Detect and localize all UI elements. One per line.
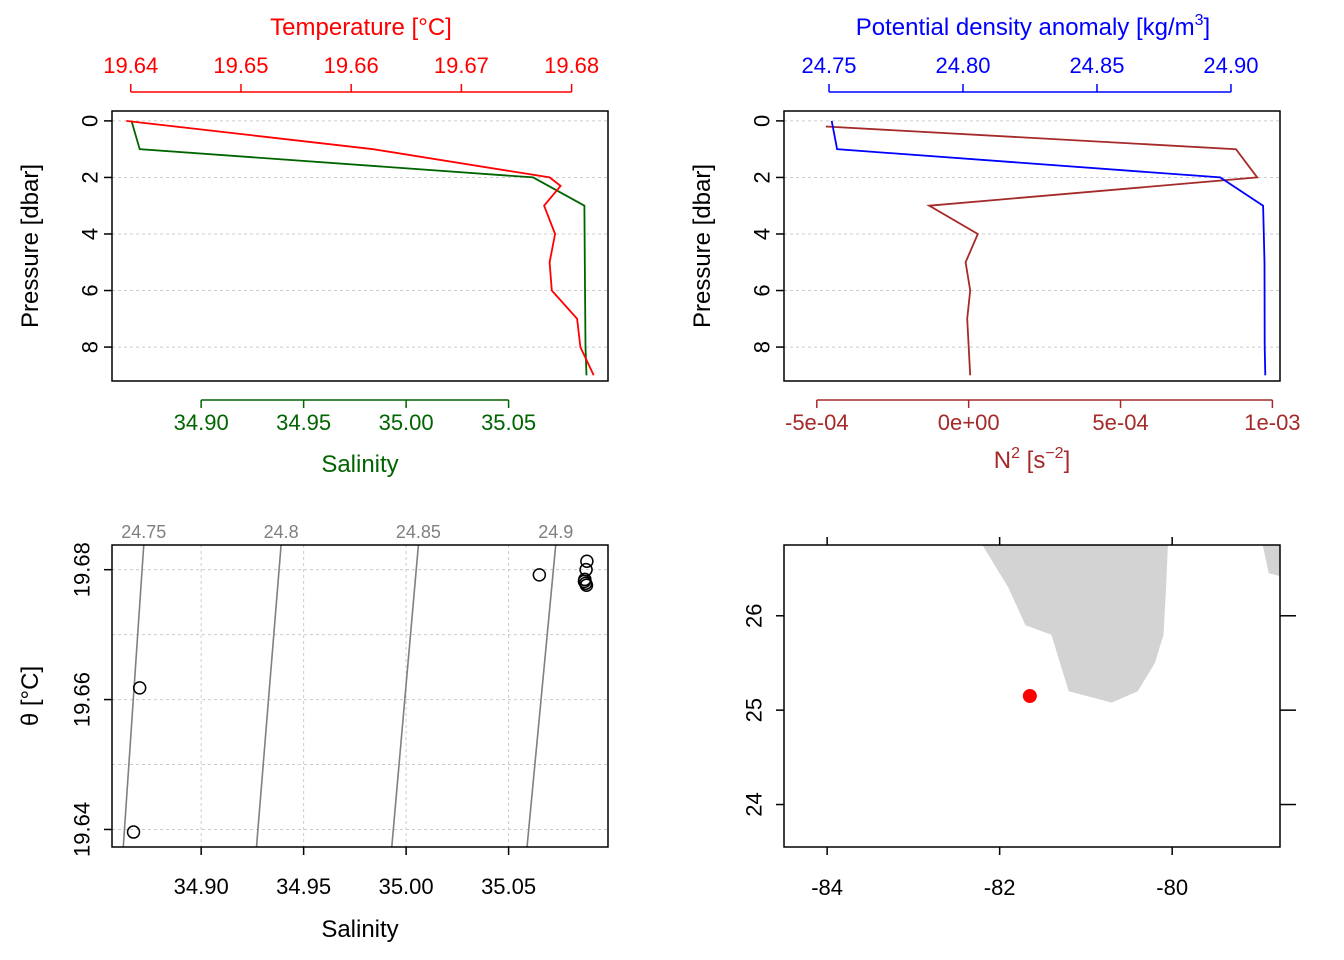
salinity-axis-title: Salinity	[321, 451, 398, 478]
p3-grid	[112, 545, 608, 847]
p4-y-tick-label: 24	[742, 792, 767, 816]
isopycnal-line	[255, 544, 282, 848]
ts-point	[532, 568, 547, 582]
panel-station-map: -84 -82 -80 24 25 26	[742, 537, 1296, 900]
ts-point	[579, 578, 594, 593]
p1-salinity-line	[130, 120, 588, 376]
p4-x-tick-label: -82	[984, 875, 1016, 900]
p4-axes: -84 -82 -80 24 25 26	[742, 537, 1296, 900]
panel-temperature-salinity: Temperature [°C] 0 2 4 6 8 19.64 19.65 19.66 19.…	[17, 14, 609, 478]
p2-lines	[825, 120, 1267, 376]
ts-point	[580, 554, 594, 568]
land-polygon	[1262, 545, 1280, 577]
p2-pressure-axis-title: Pressure [dbar]	[689, 164, 716, 328]
n2-axis-title-main: N	[994, 447, 1011, 474]
p2-bottom-tick-label: 1e-03	[1244, 410, 1300, 435]
p4-station	[1022, 689, 1037, 703]
p2-bottom-tick-label: -5e-04	[785, 410, 849, 435]
n2-axis-title: N2 [s−2]	[994, 445, 1071, 474]
density-axis-title-main: Potential density anomaly [kg/m	[856, 14, 1195, 41]
p1-pressure-tick-label: 8	[78, 341, 103, 353]
temperature-axis-title: Temperature [°C]	[270, 14, 452, 41]
p1-axes: 0 2 4 6 8 19.64 19.65 19.66 19.67 19.68 34.90 34.95…	[78, 53, 600, 435]
p3-x-tick-label: 35.05	[481, 874, 536, 899]
density-axis-title-sup: 3	[1195, 12, 1204, 29]
p1-top-tick-label: 19.65	[213, 53, 268, 78]
p4-y-tick-label: 26	[742, 604, 767, 628]
p2-pressure-tick-label: 2	[750, 171, 775, 183]
isopycnal-label: 24.75	[121, 522, 166, 542]
p1-top-tick-label: 19.64	[103, 53, 158, 78]
p2-grid	[784, 120, 1280, 348]
p3-y-tick-label: 19.66	[70, 672, 95, 727]
p4-x-tick-label: -80	[1156, 875, 1188, 900]
p1-top-tick-label: 19.67	[434, 53, 489, 78]
isopycnal-line	[390, 544, 420, 848]
ts-point	[132, 681, 147, 695]
p1-bottom-tick-label: 34.95	[276, 410, 331, 435]
ts-salinity-axis-title: Salinity	[321, 916, 398, 943]
p3-x-tick-label: 34.95	[276, 874, 331, 899]
isopycnal-label: 24.85	[396, 522, 441, 542]
p1-pressure-tick-label: 4	[78, 228, 103, 240]
p2-pressure-tick-label: 8	[750, 341, 775, 353]
p2-top-tick-label: 24.80	[935, 53, 990, 78]
p1-lines	[126, 120, 595, 376]
p1-top-tick-label: 19.68	[544, 53, 599, 78]
station-marker	[1022, 689, 1037, 703]
p2-bottom-tick-label: 0e+00	[938, 410, 1000, 435]
p1-pressure-tick-label: 0	[78, 115, 103, 127]
p1-bottom-tick-label: 35.05	[481, 410, 536, 435]
p2-plot-frame	[783, 110, 1281, 382]
density-axis-title-end: ]	[1204, 14, 1211, 41]
theta-axis-title: θ [°C]	[17, 666, 44, 726]
p1-pressure-tick-label: 2	[78, 171, 103, 183]
land-polygon	[982, 545, 1168, 703]
p1-bottom-tick-label: 34.90	[174, 410, 229, 435]
p4-x-tick-label: -84	[811, 875, 843, 900]
p4-land	[982, 545, 1280, 703]
p2-axes: 0 2 4 6 8 24.75 24.80 24.85 24.90 -5e-04 0e+00 5e-0…	[750, 53, 1301, 435]
n2-axis-title-sup: 2	[1011, 445, 1020, 462]
p3-isopycnals: 24.75 24.8 24.85 24.9	[121, 522, 573, 848]
isopycnal-line	[122, 544, 145, 848]
isopycnal-line	[526, 544, 557, 848]
p2-density-line	[830, 120, 1267, 376]
p3-y-tick-label: 19.64	[70, 802, 95, 857]
p2-top-tick-label: 24.85	[1069, 53, 1124, 78]
p1-pressure-axis-title: Pressure [dbar]	[17, 164, 44, 328]
p4-y-tick-label: 25	[742, 698, 767, 722]
p4-plot-frame	[783, 544, 1281, 848]
n2-axis-title-unit-sup: −2	[1045, 445, 1063, 462]
p3-x-tick-label: 35.00	[379, 874, 434, 899]
n2-axis-title-end: ]	[1064, 447, 1071, 474]
p3-y-tick-label: 19.68	[70, 542, 95, 597]
n2-axis-title-unit: [s	[1020, 447, 1045, 474]
p2-pressure-tick-label: 4	[750, 228, 775, 240]
p3-plot-frame	[111, 544, 609, 848]
panel-density-n2: Potential density anomaly [kg/m3] 0 2 4 6 8 2…	[689, 12, 1301, 474]
p3-x-tick-label: 34.90	[174, 874, 229, 899]
p2-pressure-tick-label: 6	[750, 284, 775, 296]
p1-top-tick-label: 19.66	[324, 53, 379, 78]
p1-grid	[112, 120, 608, 348]
isopycnal-label: 24.9	[538, 522, 573, 542]
p3-points	[126, 554, 594, 839]
p1-plot-frame	[111, 110, 609, 382]
density-axis-title: Potential density anomaly [kg/m3]	[856, 12, 1210, 41]
panel-ts-diagram: 24.75 24.8 24.85 24.9 34.90 34.95 35.00 35.05 1…	[17, 522, 609, 943]
p1-temperature-line	[126, 120, 595, 376]
p1-bottom-tick-label: 35.00	[379, 410, 434, 435]
p2-n2-line	[825, 125, 1259, 376]
p2-pressure-tick-label: 0	[750, 115, 775, 127]
p2-bottom-tick-label: 5e-04	[1092, 410, 1148, 435]
isopycnal-label: 24.8	[264, 522, 299, 542]
p2-top-tick-label: 24.90	[1203, 53, 1258, 78]
p1-pressure-tick-label: 6	[78, 284, 103, 296]
p2-top-tick-label: 24.75	[801, 53, 856, 78]
ts-point	[126, 825, 141, 839]
p3-axes: 34.90 34.95 35.00 35.05 19.64 19.66 19.68	[70, 542, 537, 899]
